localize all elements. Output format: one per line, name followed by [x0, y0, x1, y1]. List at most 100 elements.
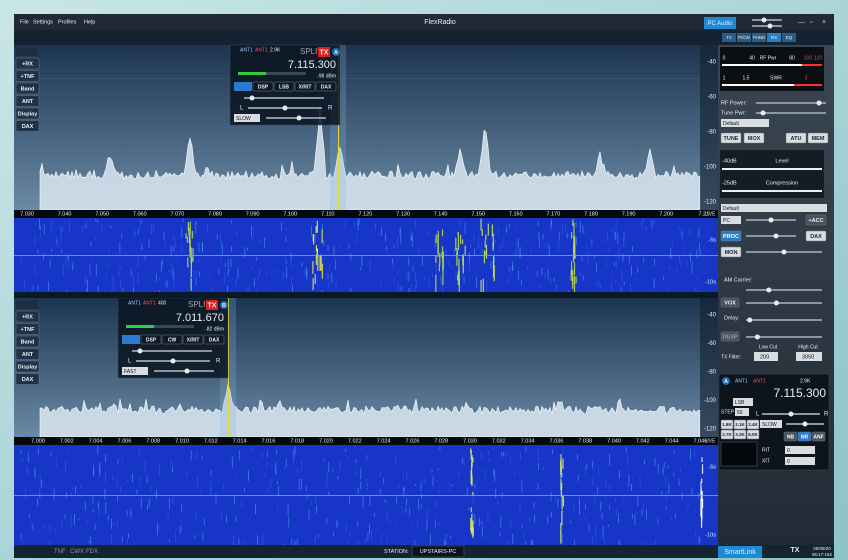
- slider-knob[interactable]: [773, 233, 779, 239]
- slice-tx-ant[interactable]: ANT1: [753, 378, 766, 384]
- agc-dropdown[interactable]: [234, 114, 260, 122]
- slice-split[interactable]: SPLIT: [188, 300, 210, 309]
- slice-tx[interactable]: TX: [320, 49, 329, 56]
- button-label[interactable]: Band: [21, 86, 35, 92]
- slice-tx-flag[interactable]: [318, 47, 330, 57]
- slider-knob[interactable]: [788, 411, 794, 417]
- button-label[interactable]: VOX: [724, 300, 736, 306]
- side-tab[interactable]: [737, 33, 751, 42]
- smartlink-box[interactable]: [718, 546, 762, 558]
- mode-dropdown[interactable]: [733, 398, 753, 406]
- side-tab[interactable]: [752, 33, 766, 42]
- button[interactable]: [294, 81, 316, 92]
- agc-mode[interactable]: SLOW: [236, 116, 251, 122]
- button-label[interactable]: +ACC: [808, 218, 823, 224]
- rit-value[interactable]: 0: [787, 448, 790, 454]
- button-label[interactable]: +TNF: [21, 74, 36, 80]
- button-label[interactable]: +RX: [22, 314, 33, 320]
- button[interactable]: [15, 348, 40, 360]
- button-label[interactable]: DAX: [810, 234, 822, 240]
- speaker-button[interactable]: [122, 335, 140, 344]
- button[interactable]: [15, 360, 40, 373]
- button[interactable]: [15, 70, 40, 82]
- side-tab-label[interactable]: TX: [726, 35, 732, 40]
- slider-knob[interactable]: [816, 100, 822, 106]
- slider-knob[interactable]: [773, 300, 779, 306]
- status-feature[interactable]: TNF: [54, 549, 66, 555]
- button[interactable]: [252, 81, 274, 92]
- side-tab-label[interactable]: P/CW: [738, 35, 751, 40]
- pan-collapse[interactable]: [16, 301, 38, 309]
- button-label[interactable]: +TNF: [21, 327, 36, 333]
- high-cut-box[interactable]: [796, 352, 822, 361]
- button-label[interactable]: 2.1K: [735, 422, 745, 427]
- button[interactable]: [785, 132, 807, 144]
- slice-rx-ant[interactable]: ANT1: [735, 378, 748, 384]
- status-feature[interactable]: FDX: [86, 549, 98, 555]
- slice-mode[interactable]: LSB: [735, 400, 745, 406]
- button-label[interactable]: Display: [18, 111, 39, 117]
- button[interactable]: [797, 431, 812, 442]
- menu-item[interactable]: Help: [84, 19, 95, 25]
- button[interactable]: [746, 429, 760, 440]
- slice-rx-ant[interactable]: ANT1: [128, 300, 141, 306]
- button[interactable]: [15, 57, 40, 70]
- pan-collapse[interactable]: [16, 48, 38, 56]
- button-label[interactable]: NR: [801, 434, 809, 440]
- slice-split[interactable]: SPLIT: [300, 47, 322, 56]
- window-control[interactable]: ▫: [810, 19, 812, 26]
- slice-frequency[interactable]: 7.115.300: [288, 59, 336, 71]
- side-tab-label[interactable]: EQ: [786, 35, 793, 40]
- slice-tx-ant[interactable]: ANT1: [255, 47, 268, 53]
- menu-item[interactable]: Profiles: [58, 19, 77, 25]
- low-cut-value[interactable]: 200: [760, 354, 769, 360]
- mic-profile-dropdown[interactable]: [721, 204, 827, 212]
- button[interactable]: [15, 335, 40, 348]
- button-label[interactable]: X/RIT: [187, 337, 200, 343]
- slider-knob[interactable]: [760, 110, 766, 116]
- menu-item[interactable]: Settings: [33, 19, 53, 25]
- slider-knob[interactable]: [754, 334, 760, 340]
- button-label[interactable]: X/RIT: [299, 84, 312, 90]
- slider-knob[interactable]: [766, 287, 772, 293]
- mic-profile[interactable]: Default: [723, 206, 739, 212]
- step-value[interactable]: 50: [737, 410, 743, 416]
- audio-button-label[interactable]: PC Audio: [707, 21, 733, 27]
- side-tab-label[interactable]: RX: [771, 35, 777, 40]
- button[interactable]: [15, 310, 40, 323]
- agc-mode[interactable]: SLOW: [762, 422, 777, 428]
- tx-profile[interactable]: Default: [723, 121, 739, 127]
- button-label[interactable]: MEM: [812, 136, 825, 142]
- slider-knob[interactable]: [137, 348, 143, 354]
- button-label[interactable]: DEXP: [723, 334, 738, 340]
- button[interactable]: [783, 431, 798, 442]
- side-tab[interactable]: [722, 33, 736, 42]
- smartlink-label[interactable]: SmartLink: [724, 549, 756, 556]
- low-cut-box[interactable]: [754, 352, 778, 361]
- button-label[interactable]: 2.4K: [748, 422, 758, 427]
- high-cut-value[interactable]: 3050: [802, 354, 814, 360]
- slider-knob[interactable]: [282, 105, 288, 111]
- button-label[interactable]: MON: [725, 250, 738, 256]
- button-label[interactable]: 3.3K: [735, 432, 745, 437]
- slice-tx-flag[interactable]: [206, 300, 218, 310]
- button-label[interactable]: CW: [168, 337, 177, 343]
- button[interactable]: [140, 334, 162, 345]
- button[interactable]: [746, 419, 760, 430]
- slider-knob[interactable]: [747, 317, 753, 323]
- button[interactable]: [15, 95, 40, 107]
- button-label[interactable]: PROC: [723, 234, 739, 240]
- button-label[interactable]: DAX: [321, 84, 332, 90]
- slice-rx-ant[interactable]: ANT1: [240, 47, 253, 53]
- step-box[interactable]: [735, 408, 749, 416]
- button[interactable]: [161, 334, 183, 345]
- button[interactable]: [807, 132, 829, 144]
- mic-input[interactable]: PC: [723, 218, 730, 224]
- status-feature[interactable]: CWX: [70, 549, 84, 555]
- button-label[interactable]: ATU: [791, 136, 802, 142]
- agc-dropdown[interactable]: [760, 420, 782, 428]
- button[interactable]: [720, 297, 740, 308]
- button[interactable]: [720, 331, 740, 342]
- button[interactable]: [720, 230, 742, 242]
- menu-item[interactable]: File: [20, 19, 29, 25]
